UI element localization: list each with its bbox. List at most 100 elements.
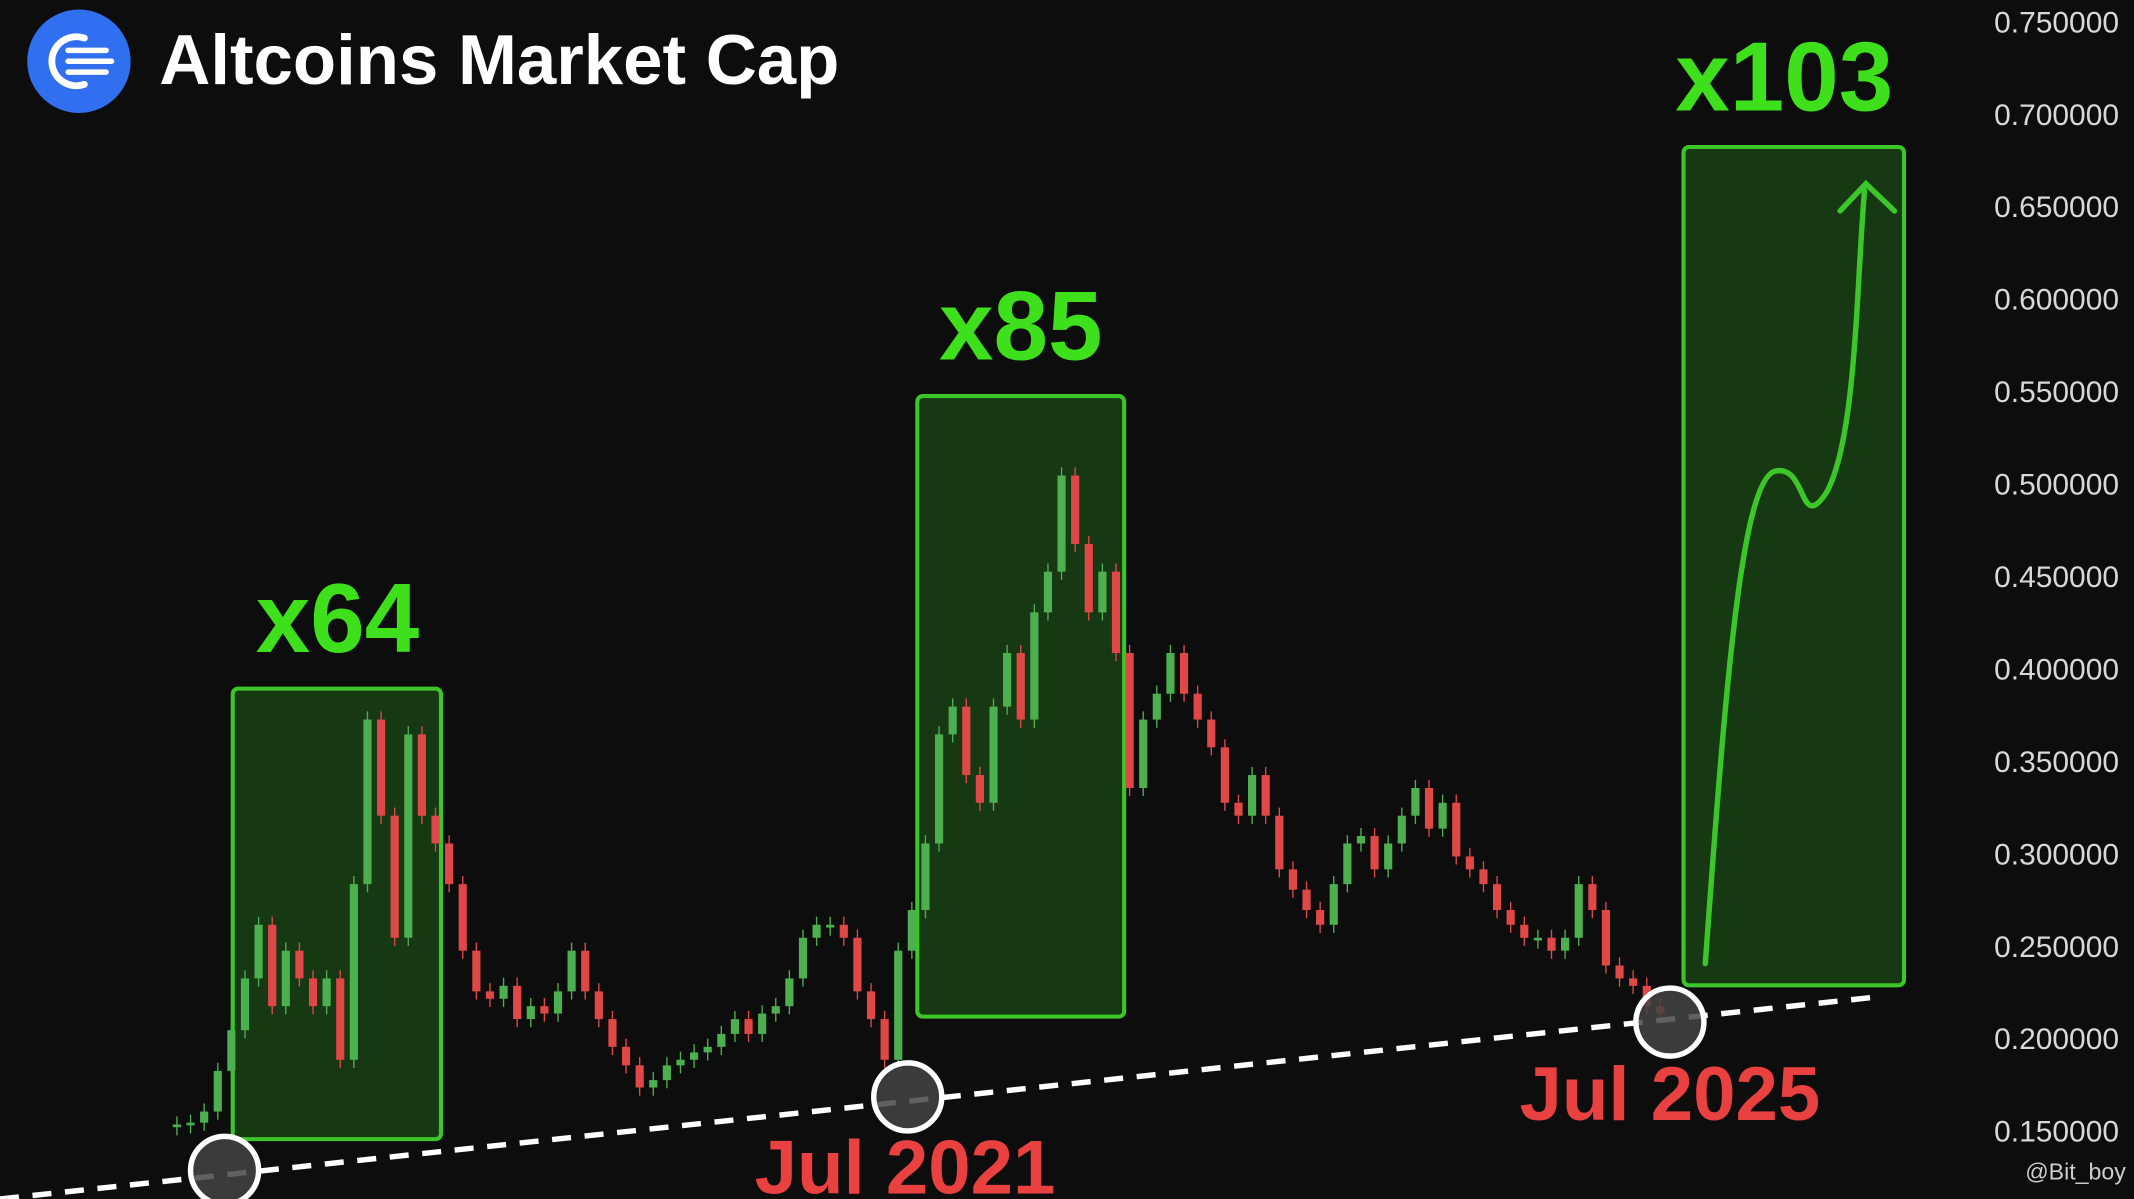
candle-body xyxy=(1030,612,1039,720)
candle-body xyxy=(1111,571,1121,654)
candle-body xyxy=(1479,869,1488,885)
y-tick-label: 0.500000 xyxy=(1994,469,2119,502)
candle-body xyxy=(172,1124,182,1128)
candle-body xyxy=(553,991,563,1014)
candle-body xyxy=(200,1111,209,1123)
touch-circle xyxy=(1633,985,1707,1059)
candle-body xyxy=(1248,775,1257,816)
candle-body xyxy=(975,775,984,803)
candle-body xyxy=(1071,475,1080,544)
trend-line xyxy=(0,994,1872,1199)
candle-body xyxy=(1316,910,1325,925)
annotation: Jul 2025 xyxy=(1520,1052,1821,1137)
candle-body xyxy=(934,734,944,844)
touch-circle xyxy=(187,1133,262,1199)
watermark: @Bit_boy xyxy=(2025,1158,2126,1184)
candle-body xyxy=(1139,719,1148,788)
candle-body xyxy=(1343,843,1352,885)
candle-body xyxy=(1601,910,1611,966)
touch-circles xyxy=(187,985,1707,1199)
candle-body xyxy=(744,1019,753,1034)
candle-body xyxy=(798,937,808,979)
candle-body xyxy=(1533,937,1542,941)
candle-body xyxy=(1166,653,1175,694)
candle-body xyxy=(1452,802,1461,857)
candle-body xyxy=(826,924,835,928)
candle-body xyxy=(1370,836,1379,870)
y-tick-label: 0.450000 xyxy=(1994,561,2119,594)
candle-body xyxy=(1520,924,1529,938)
candle-body xyxy=(812,924,821,938)
candle-body xyxy=(1397,815,1406,844)
y-tick-label: 0.750000 xyxy=(1994,6,2119,39)
candle-body xyxy=(1629,978,1638,986)
candle-body xyxy=(322,978,331,1007)
touch-circle xyxy=(871,1060,945,1134)
candle-body xyxy=(785,978,794,1007)
candle-body xyxy=(608,1019,617,1047)
candle-body xyxy=(1043,571,1053,613)
candle-body xyxy=(1356,836,1366,844)
candle-body xyxy=(349,884,358,1060)
candle-body xyxy=(1574,884,1583,938)
candle-body xyxy=(1615,965,1624,979)
y-tick-label: 0.600000 xyxy=(1994,284,2119,317)
candle-body xyxy=(1084,543,1093,613)
candle-body xyxy=(676,1059,685,1066)
candle-body xyxy=(268,924,277,1007)
candle-body xyxy=(662,1065,671,1081)
candle-body xyxy=(390,815,399,938)
candle-body xyxy=(962,706,971,776)
annotation: Jul 2021 xyxy=(755,1125,1056,1199)
candle-body xyxy=(907,910,916,951)
candle-body xyxy=(866,991,876,1020)
candle-body xyxy=(1506,910,1515,925)
candle-body xyxy=(1234,802,1243,816)
candle-body xyxy=(1207,719,1216,748)
candle-body xyxy=(499,985,508,999)
candle-body xyxy=(526,1006,535,1020)
candle-body xyxy=(1125,653,1134,788)
candle-body xyxy=(227,1030,236,1071)
candle-body xyxy=(1003,653,1012,707)
y-tick-label: 0.250000 xyxy=(1994,931,2119,964)
y-tick-label: 0.150000 xyxy=(1994,1116,2119,1149)
candle-body xyxy=(472,950,481,992)
candle-body xyxy=(1261,775,1270,816)
candle-body xyxy=(308,978,318,1007)
candle-body xyxy=(894,950,903,1060)
candle-body xyxy=(1384,843,1393,870)
projection-arrow xyxy=(1702,179,1898,967)
candle-body xyxy=(581,950,590,992)
candle-body xyxy=(1098,571,1107,613)
chart-title: Altcoins Market Cap xyxy=(159,20,839,99)
candle-body xyxy=(1057,475,1066,572)
candle-body xyxy=(1302,889,1311,911)
candle-body xyxy=(513,985,522,1020)
candle-body xyxy=(1547,937,1556,951)
annotation: x103 xyxy=(1675,21,1893,131)
candle-body xyxy=(1561,937,1570,951)
candles xyxy=(172,467,1665,1136)
candle-body xyxy=(485,991,495,999)
candle-body xyxy=(921,843,930,911)
candle-body xyxy=(839,924,848,938)
candle-body xyxy=(621,1046,631,1066)
candle-body xyxy=(853,937,862,992)
candle-body xyxy=(730,1019,740,1034)
candle-body xyxy=(717,1033,726,1047)
candle-body xyxy=(431,815,440,844)
candle-body xyxy=(458,884,467,951)
candle-body xyxy=(989,706,998,803)
candle-body xyxy=(186,1122,195,1126)
candle-body xyxy=(880,1019,889,1060)
candle-body xyxy=(567,950,576,992)
y-tick-label: 0.300000 xyxy=(1994,838,2119,871)
highlight-boxes xyxy=(230,144,1907,1142)
y-tick-label: 0.400000 xyxy=(1994,653,2119,686)
y-tick-label: 0.200000 xyxy=(1994,1023,2119,1056)
candle-body xyxy=(690,1052,699,1060)
candle-body xyxy=(758,1013,767,1034)
candle-body xyxy=(771,1006,780,1014)
